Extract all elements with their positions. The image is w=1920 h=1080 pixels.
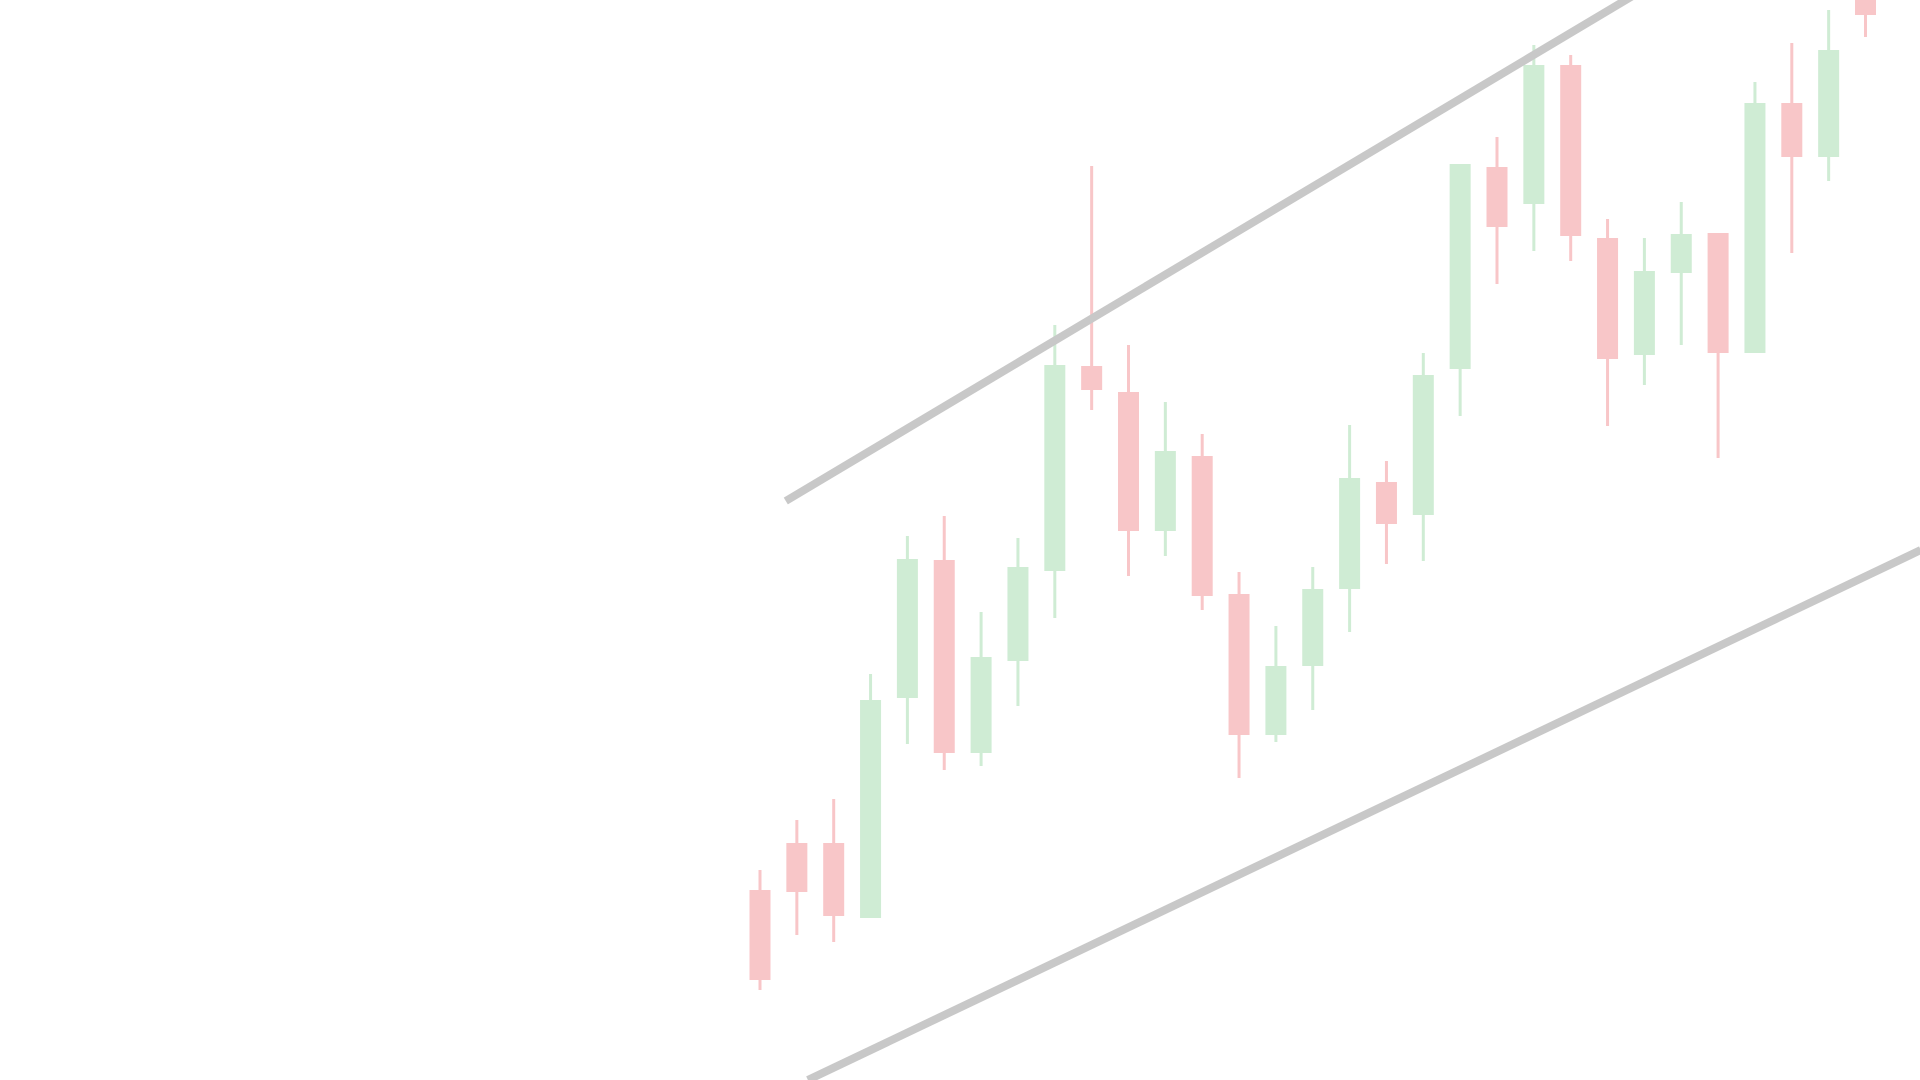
candle-20-body-up <box>1449 164 1471 369</box>
candle-26-body-up <box>1670 234 1692 273</box>
candle-30-body-up <box>1818 50 1840 157</box>
candle-27-body-down <box>1707 233 1729 353</box>
candle-5-body-up <box>896 559 918 698</box>
candle-31-wick <box>1864 0 1867 37</box>
candle-23-body-down <box>1560 65 1582 236</box>
candle-21-body-down <box>1486 167 1508 227</box>
candle-3-body-down <box>823 843 845 916</box>
candle-9-body-up <box>1044 365 1066 571</box>
candle-14-body-down <box>1228 594 1250 735</box>
candle-13-body-down <box>1191 456 1213 596</box>
candles-layer <box>749 0 1876 990</box>
candle-24-body-down <box>1597 238 1619 359</box>
candle-26-wick <box>1679 202 1683 345</box>
candle-28-body-up <box>1744 103 1766 353</box>
candle-1-body-down <box>749 890 771 980</box>
candle-15-body-up <box>1265 666 1287 735</box>
candle-17-body-up <box>1339 478 1361 589</box>
candle-22-body-up <box>1523 65 1545 204</box>
candle-25-body-up <box>1633 271 1655 355</box>
candle-16-body-up <box>1302 589 1324 666</box>
candle-2-body-down <box>786 843 808 892</box>
candle-18-body-down <box>1375 482 1397 524</box>
upper-channel-line[interactable] <box>783 0 1810 505</box>
lower-channel-line[interactable] <box>806 546 1920 1080</box>
candle-7-body-up <box>970 657 992 753</box>
candle-12-body-up <box>1154 451 1176 531</box>
candle-10-wick <box>1090 166 1094 410</box>
candle-4-body-up <box>860 700 882 918</box>
candle-29-body-down <box>1781 103 1803 157</box>
candle-31-body-down <box>1855 0 1876 15</box>
candle-10-body-down <box>1081 366 1103 390</box>
candle-8-body-up <box>1007 567 1029 661</box>
candle-11-body-down <box>1118 392 1139 531</box>
channel-layer <box>783 0 1920 1080</box>
candle-6-body-down <box>933 560 955 753</box>
candle-19-body-up <box>1412 375 1434 515</box>
